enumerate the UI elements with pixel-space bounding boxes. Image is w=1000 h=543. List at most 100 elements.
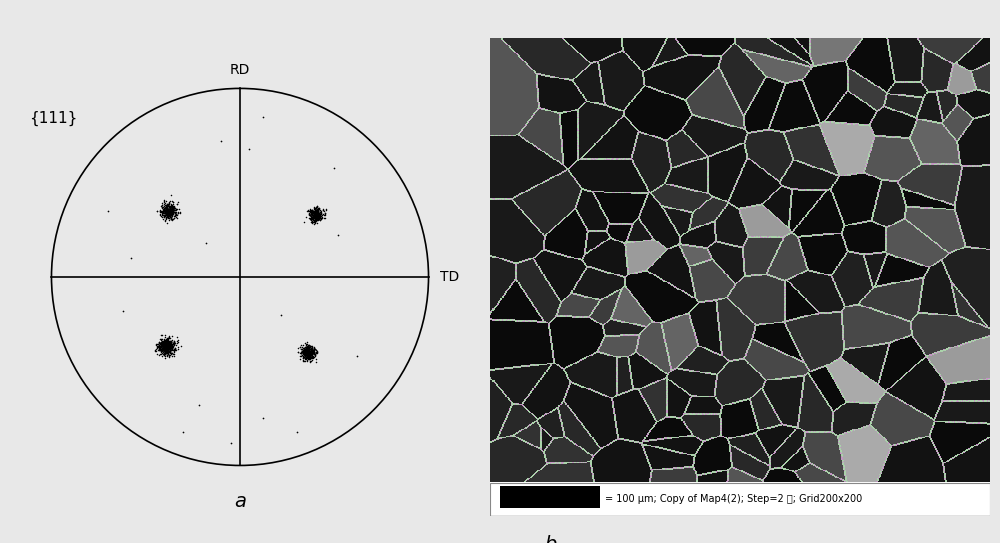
Point	[156, 345, 172, 353]
Point	[167, 344, 183, 352]
Point	[160, 206, 176, 214]
Point	[165, 204, 181, 213]
Point	[159, 201, 175, 210]
Point	[166, 344, 182, 353]
Point	[306, 210, 322, 219]
Point	[162, 203, 178, 212]
Point	[162, 206, 178, 214]
Point	[306, 204, 322, 212]
Point	[304, 218, 320, 227]
Point	[160, 348, 176, 356]
Point	[308, 210, 324, 219]
Point	[153, 207, 169, 216]
Point	[298, 350, 314, 359]
Point	[304, 213, 320, 222]
Point	[310, 205, 326, 214]
Point	[157, 208, 173, 217]
Point	[308, 205, 324, 214]
Point	[154, 339, 170, 348]
Point	[163, 338, 179, 346]
Point	[303, 208, 319, 217]
Point	[312, 208, 328, 217]
Point	[307, 350, 323, 358]
Point	[308, 214, 324, 223]
Point	[165, 205, 181, 214]
Point	[295, 348, 311, 356]
Point	[313, 215, 329, 224]
Point	[305, 212, 321, 220]
Point	[309, 208, 325, 217]
Point	[311, 212, 327, 220]
Point	[300, 353, 316, 362]
Point	[294, 351, 310, 360]
Point	[307, 209, 323, 217]
Point	[156, 345, 172, 354]
Point	[255, 414, 271, 422]
Point	[161, 340, 177, 349]
Point	[305, 347, 321, 356]
Point	[297, 347, 313, 356]
Point	[304, 352, 320, 361]
Point	[297, 351, 313, 359]
Point	[157, 339, 173, 348]
Point	[164, 343, 180, 351]
Point	[159, 349, 175, 357]
Point	[158, 339, 174, 348]
Point	[157, 203, 173, 212]
Point	[301, 351, 317, 359]
Point	[158, 207, 174, 216]
Point	[170, 338, 186, 347]
Point	[153, 339, 169, 348]
Point	[300, 348, 316, 357]
Point	[151, 340, 167, 349]
Point	[301, 344, 317, 352]
Point	[303, 350, 319, 358]
Point	[158, 337, 174, 345]
Point	[161, 207, 177, 216]
Point	[162, 207, 178, 216]
Point	[163, 210, 179, 219]
Point	[166, 203, 182, 211]
Point	[156, 339, 172, 348]
Point	[157, 342, 173, 350]
Point	[298, 346, 314, 355]
Point	[159, 200, 175, 209]
Point	[302, 351, 318, 359]
Point	[158, 209, 174, 218]
Point	[306, 207, 322, 216]
Point	[161, 207, 177, 216]
Point	[157, 207, 173, 216]
Point	[316, 211, 332, 219]
Point	[154, 337, 170, 346]
Point	[158, 208, 174, 217]
Point	[158, 197, 174, 205]
Point	[159, 210, 175, 218]
Point	[296, 349, 312, 357]
Point	[304, 208, 320, 217]
Bar	[490, 483, 990, 516]
Point	[158, 346, 174, 355]
Point	[156, 350, 172, 359]
Point	[163, 350, 179, 358]
Point	[155, 341, 171, 350]
Point	[297, 353, 313, 362]
Point	[310, 207, 326, 216]
Point	[165, 204, 181, 213]
Point	[162, 347, 178, 356]
Point	[154, 341, 170, 350]
Point	[162, 201, 178, 210]
Point	[294, 342, 310, 351]
Point	[161, 208, 177, 217]
Point	[156, 207, 172, 216]
Point	[309, 205, 325, 213]
Point	[304, 210, 320, 218]
Point	[297, 348, 313, 357]
Point	[159, 201, 175, 210]
Point	[156, 203, 172, 212]
Point	[305, 212, 321, 221]
Point	[160, 211, 176, 220]
Point	[156, 209, 172, 218]
Point	[151, 351, 167, 359]
Point	[296, 343, 312, 352]
Point	[308, 347, 324, 356]
